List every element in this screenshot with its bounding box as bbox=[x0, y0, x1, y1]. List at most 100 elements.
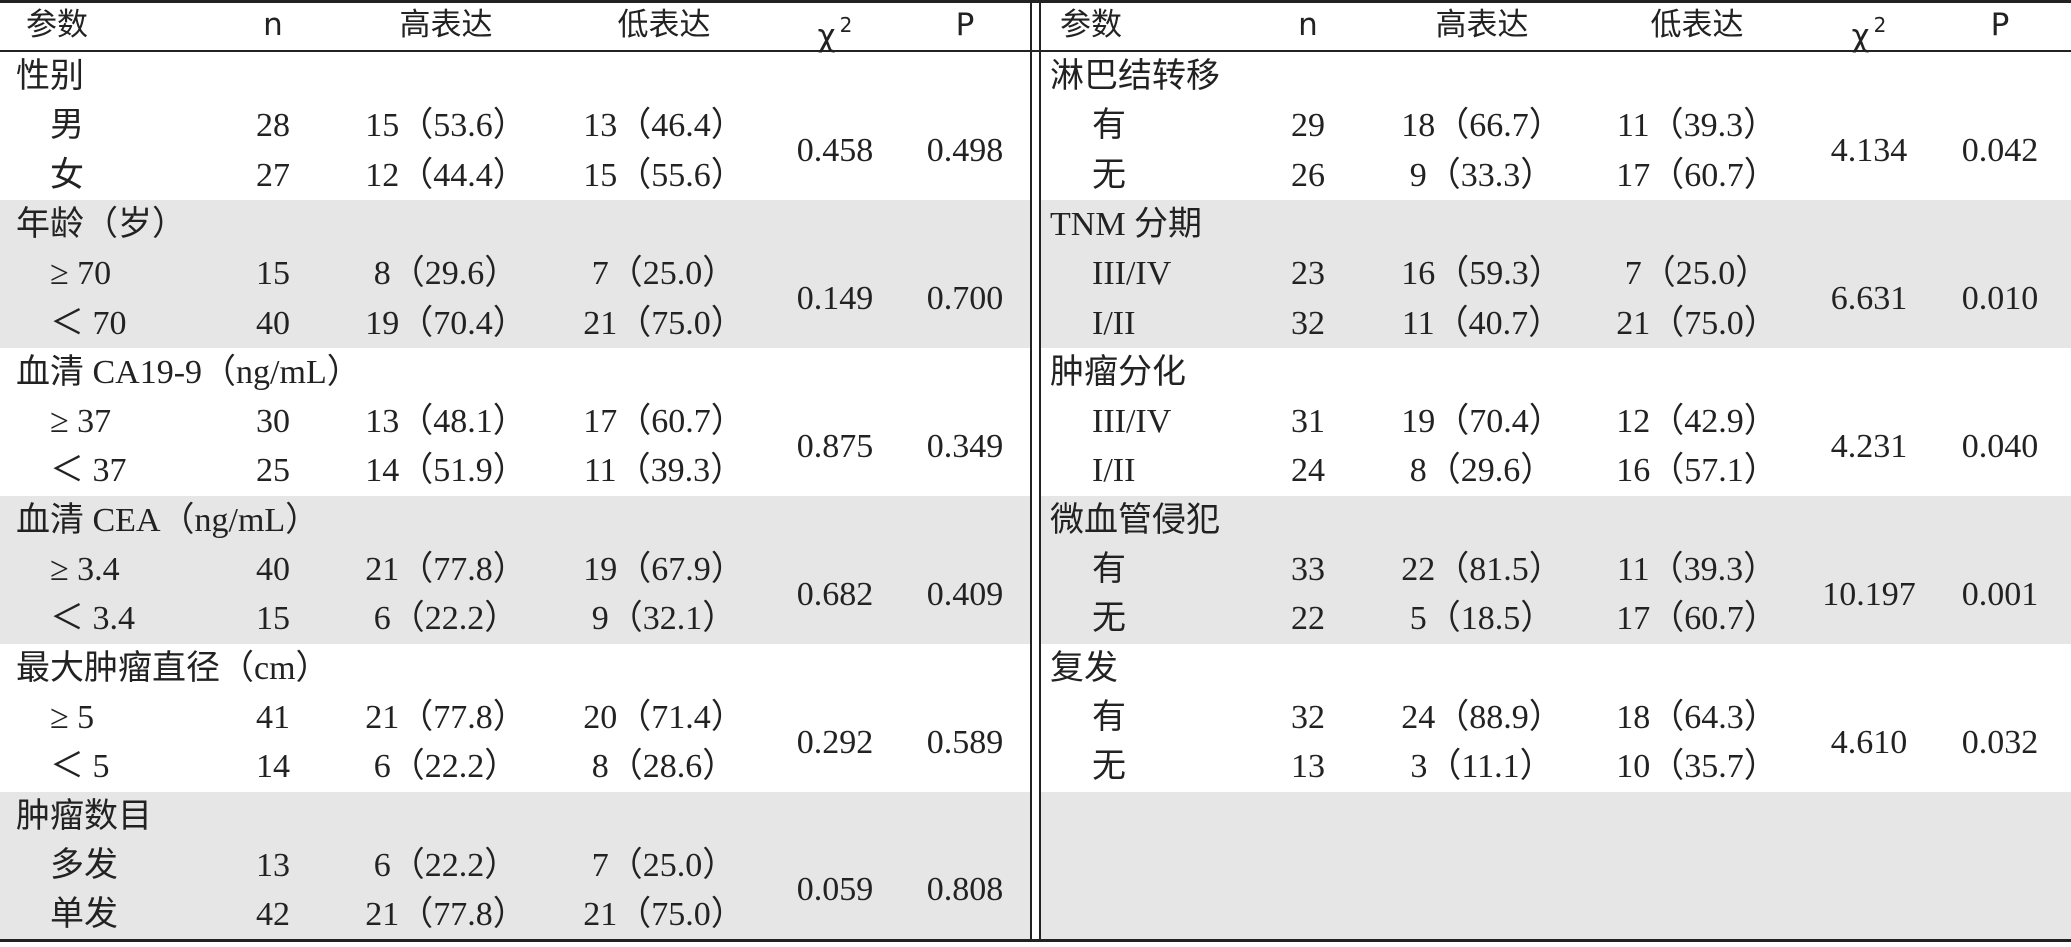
sub-label: 多发 bbox=[50, 846, 118, 884]
cell: 13 bbox=[256, 846, 290, 884]
sub-label: ＜ 5 bbox=[50, 748, 110, 786]
cell: 9（33.3） bbox=[1409, 156, 1555, 194]
p-value: 0.001 bbox=[1961, 575, 2039, 613]
chi-square-value: 4.134 bbox=[1830, 131, 1908, 169]
cell: 21（75.0） bbox=[583, 896, 745, 934]
chi-square-value: 6.631 bbox=[1830, 279, 1908, 317]
cell: 17（60.7） bbox=[1616, 600, 1778, 638]
p-value: 0.032 bbox=[1961, 723, 2039, 761]
cell: 8（28.6） bbox=[591, 748, 737, 786]
chi-superscript: 2 bbox=[1873, 13, 1887, 37]
cell: 18（66.7） bbox=[1401, 107, 1563, 145]
cell: 16（59.3） bbox=[1401, 255, 1563, 293]
cell: 21（77.8） bbox=[365, 698, 527, 736]
cell: 11（39.3） bbox=[583, 452, 745, 490]
sub-label: 有 bbox=[1092, 698, 1126, 736]
chi-superscript: 2 bbox=[839, 13, 853, 37]
cell: 21（77.8） bbox=[365, 551, 527, 588]
cell: 18（64.3） bbox=[1616, 698, 1778, 736]
cell: 8（29.6） bbox=[1409, 452, 1555, 490]
group-label: 血清 CA19-9（ng/mL） bbox=[16, 353, 361, 391]
cell: 31 bbox=[1291, 403, 1325, 441]
row-shade bbox=[1041, 791, 2071, 940]
cell: 26 bbox=[1291, 156, 1325, 194]
bottom-rule bbox=[0, 939, 2071, 942]
header-cell: n bbox=[263, 7, 283, 43]
row-shade bbox=[0, 199, 1030, 348]
cell: 28 bbox=[256, 107, 290, 145]
cell: 15（55.6） bbox=[583, 156, 745, 194]
sub-label: 无 bbox=[1092, 600, 1126, 638]
cell: 15（53.6） bbox=[365, 107, 527, 145]
sub-label: I/II bbox=[1092, 452, 1136, 490]
cell: 11（40.7） bbox=[1401, 304, 1563, 342]
chi-square-value: 0.458 bbox=[796, 131, 874, 169]
cell: 9（32.1） bbox=[591, 600, 737, 638]
divider-line bbox=[1039, 0, 1041, 942]
sub-label: 单发 bbox=[50, 896, 118, 934]
chi-square-value: 10.197 bbox=[1822, 575, 1916, 613]
cell: 33 bbox=[1291, 551, 1325, 588]
sub-label: ≥ 5 bbox=[50, 698, 95, 736]
group-label: 最大肿瘤直径（cm） bbox=[16, 649, 330, 687]
cell: 15 bbox=[256, 600, 290, 638]
cell: 40 bbox=[256, 551, 290, 588]
cell: 42 bbox=[256, 896, 290, 934]
header-cell: 参数 bbox=[26, 7, 88, 43]
cell: 14 bbox=[256, 748, 290, 786]
cell: 13（48.1） bbox=[365, 403, 527, 441]
header-cell: 高表达 bbox=[399, 7, 493, 43]
chi-square-value: 0.682 bbox=[796, 575, 874, 613]
cell: 22 bbox=[1291, 600, 1325, 638]
cell: 32 bbox=[1291, 698, 1325, 736]
chi-square-value: 0.292 bbox=[796, 723, 874, 761]
header-cell: P bbox=[955, 7, 975, 43]
sub-label: ＜ 70 bbox=[50, 304, 127, 342]
cell: 13（46.4） bbox=[583, 107, 745, 145]
header-cell: 低表达 bbox=[1650, 7, 1744, 43]
cell: 3（11.1） bbox=[1410, 748, 1554, 786]
sub-label: ＜ 3.4 bbox=[50, 600, 135, 638]
sub-label: ＜ 37 bbox=[50, 452, 127, 490]
chi-symbol: χ bbox=[1851, 18, 1870, 54]
cell: 15 bbox=[256, 255, 290, 293]
group-label: 肿瘤数目 bbox=[16, 797, 152, 835]
cell: 21（77.8） bbox=[365, 896, 527, 934]
cell: 11（39.3） bbox=[1616, 107, 1778, 145]
cell: 16（57.1） bbox=[1616, 452, 1778, 490]
cell: 12（42.9） bbox=[1616, 403, 1778, 441]
group-label: 微血管侵犯 bbox=[1050, 501, 1220, 539]
cell: 40 bbox=[256, 304, 290, 342]
cell: 6（22.2） bbox=[373, 846, 519, 884]
row-shade bbox=[1041, 199, 2071, 348]
cell: 19（70.4） bbox=[1401, 403, 1563, 441]
p-value: 0.349 bbox=[926, 427, 1004, 465]
cell: 21（75.0） bbox=[583, 304, 745, 342]
top-rule bbox=[0, 0, 2071, 3]
header-cell: 低表达 bbox=[617, 7, 711, 43]
p-value: 0.409 bbox=[926, 575, 1004, 613]
header-cell: 参数 bbox=[1060, 7, 1122, 43]
p-value: 0.010 bbox=[1961, 279, 2039, 317]
p-value: 0.808 bbox=[926, 871, 1004, 909]
cell: 5（18.5） bbox=[1409, 600, 1555, 638]
p-value: 0.589 bbox=[926, 723, 1004, 761]
sub-label: 男 bbox=[50, 107, 84, 145]
cell: 10（35.7） bbox=[1616, 748, 1778, 786]
cell: 20（71.4） bbox=[583, 698, 745, 736]
group-label: 性别 bbox=[16, 58, 84, 95]
cell: 21（75.0） bbox=[1616, 304, 1778, 342]
cell: 23 bbox=[1291, 255, 1325, 293]
chi-symbol: χ bbox=[817, 18, 836, 54]
cell: 7（25.0） bbox=[1624, 255, 1770, 293]
chi-square-value: 0.149 bbox=[796, 279, 874, 317]
sub-label: I/II bbox=[1092, 304, 1136, 342]
divider-line bbox=[1030, 0, 1032, 942]
cell: 19（70.4） bbox=[365, 304, 527, 342]
p-value: 0.042 bbox=[1961, 131, 2039, 169]
cell: 24（88.9） bbox=[1401, 698, 1563, 736]
cell: 25 bbox=[256, 452, 290, 490]
row-shade bbox=[0, 495, 1030, 644]
